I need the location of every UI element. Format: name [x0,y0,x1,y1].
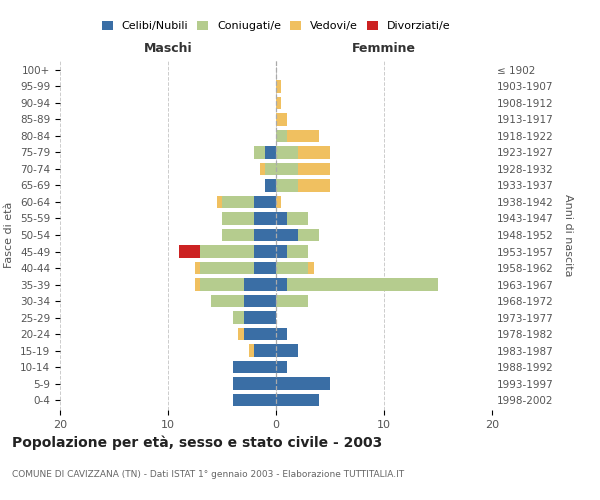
Bar [244,328,276,340]
Bar [254,246,276,258]
Bar [287,130,319,142]
Bar [211,295,244,307]
Bar [233,394,276,406]
Bar [276,80,281,92]
Bar [222,229,254,241]
Bar [233,361,276,374]
Bar [254,344,276,357]
Text: COMUNE DI CAVIZZANA (TN) - Dati ISTAT 1° gennaio 2003 - Elaborazione TUTTITALIA.: COMUNE DI CAVIZZANA (TN) - Dati ISTAT 1°… [12,470,404,479]
Bar [308,262,314,274]
Y-axis label: Anni di nascita: Anni di nascita [563,194,573,276]
Bar [276,361,287,374]
Bar [276,328,287,340]
Bar [254,262,276,274]
Bar [276,146,298,158]
Bar [287,278,438,290]
Bar [276,246,287,258]
Bar [276,163,298,175]
Bar [265,146,276,158]
Bar [287,246,308,258]
Bar [276,130,287,142]
Text: Maschi: Maschi [143,42,193,55]
Bar [195,278,200,290]
Bar [260,163,265,175]
Bar [254,212,276,224]
Bar [179,246,200,258]
Bar [244,312,276,324]
Bar [276,212,287,224]
Bar [265,163,276,175]
Bar [222,196,254,208]
Bar [265,180,276,192]
Bar [200,246,254,258]
Bar [200,278,244,290]
Bar [298,180,330,192]
Bar [244,278,276,290]
Bar [276,180,298,192]
Bar [298,146,330,158]
Bar [244,295,276,307]
Bar [276,295,308,307]
Bar [200,262,254,274]
Bar [238,328,244,340]
Bar [276,196,281,208]
Bar [276,278,287,290]
Bar [233,312,244,324]
Bar [276,344,298,357]
Bar [298,163,330,175]
Bar [276,229,298,241]
Bar [276,378,330,390]
Text: Femmine: Femmine [352,42,416,55]
Bar [254,146,265,158]
Bar [249,344,254,357]
Bar [276,394,319,406]
Bar [276,96,281,109]
Bar [276,262,308,274]
Bar [217,196,222,208]
Y-axis label: Fasce di età: Fasce di età [4,202,14,268]
Bar [254,196,276,208]
Bar [254,229,276,241]
Bar [298,229,319,241]
Bar [195,262,200,274]
Text: Popolazione per età, sesso e stato civile - 2003: Popolazione per età, sesso e stato civil… [12,435,382,450]
Bar [233,378,276,390]
Bar [287,212,308,224]
Bar [222,212,254,224]
Legend: Celibi/Nubili, Coniugati/e, Vedovi/e, Divorziati/e: Celibi/Nubili, Coniugati/e, Vedovi/e, Di… [97,16,455,36]
Bar [276,113,287,126]
